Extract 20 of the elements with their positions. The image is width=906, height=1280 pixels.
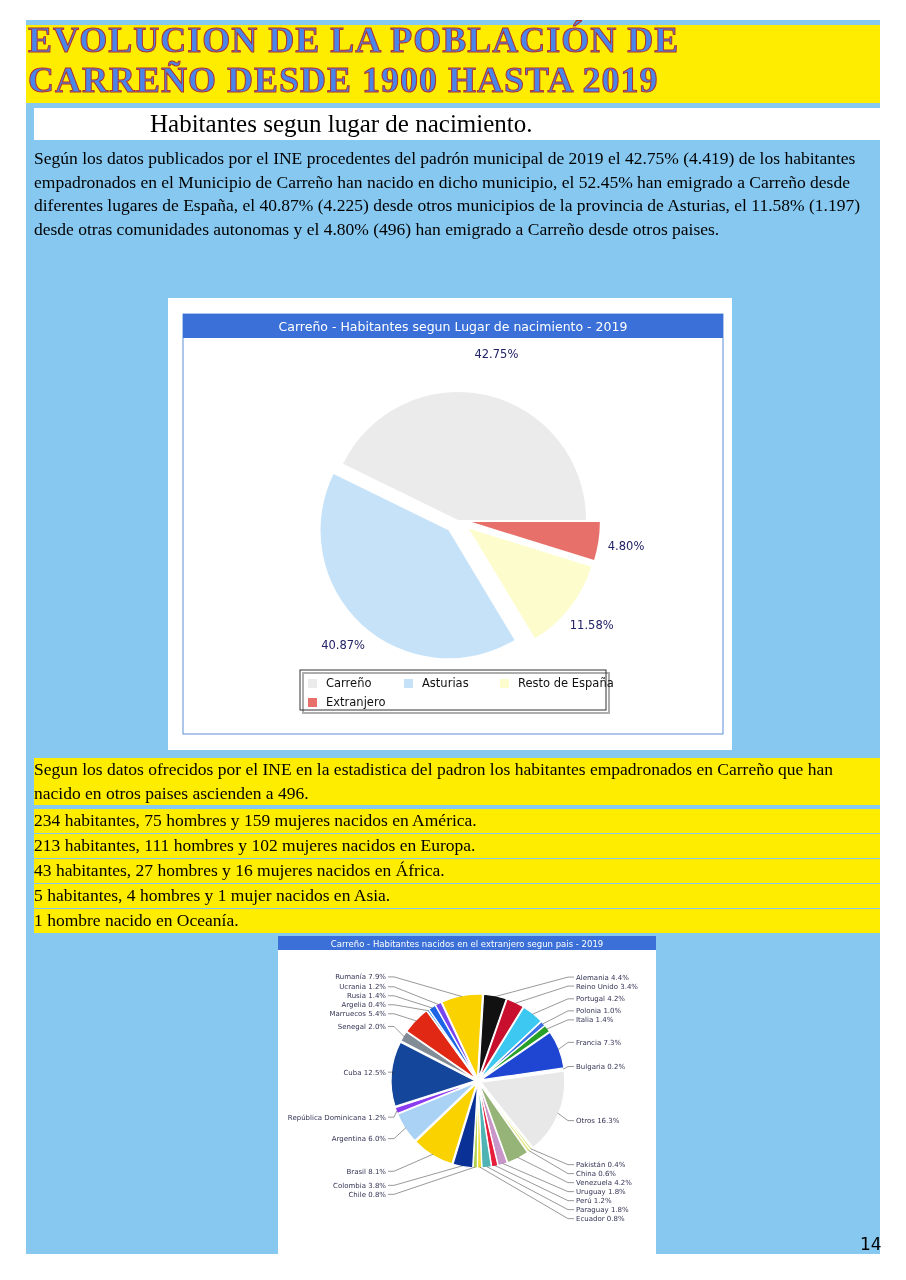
- text: Habitantes segun lugar de nacimiento.: [34, 108, 880, 140]
- text: 14: [860, 1234, 882, 1254]
- legend-label: Resto de España: [518, 676, 614, 690]
- data-label: 42.75%: [474, 347, 519, 362]
- text: 1 hombre nacido en Oceanía.: [34, 909, 880, 933]
- chart-title: Carreño - Habitantes nacidos en el extranjero segun pais - 2019: [330, 938, 604, 949]
- text: 43 habitantes, 27 hombres y 16 mujeres nacidos en África.: [34, 859, 880, 883]
- legend-label: Extranjero: [326, 695, 386, 709]
- text: 234 habitantes, 75 hombres y 159 mujeres nacidos en América.: [34, 809, 880, 833]
- data-label: 40.87%: [321, 638, 366, 653]
- legend-label: Carreño: [326, 676, 372, 690]
- text: 213 habitantes, 111 hombres y 102 mujeres nacidos en Europa.: [34, 834, 880, 858]
- data-label: 11.58%: [569, 617, 614, 632]
- legend-label: Asturias: [422, 676, 469, 690]
- text: Según los datos publicados por el INE procedentes del padrón municipal de 2019 el 42.75% (4.419) de los habitantes empadronados en el Municipio de Carreño han nacido en dicho municipio, el 52.45% han emigrado a Carreño desde diferentes lugares de España, el 40.87% (4.225) desde otros municipios de la provincia de Asturias, el 11.58% (1.197) desde otras comunidades autonomas y el 4.80% (496) han emigrado a Carreño desde otros paises.: [34, 147, 861, 241]
- data-label: 4.80%: [607, 538, 645, 553]
- text: 5 habitantes, 4 hombres y 1 mujer nacidos en Asia.: [34, 884, 880, 908]
- text: Segun los datos ofrecidos por el INE en la estadistica del padron los habitantes empadronados en Carreño que han nacido en otros paises ascienden a 496.: [34, 758, 880, 805]
- text: EVOLUCION DE LA POBLACIÓN DE CARREÑO DESDE 1900 HASTA 2019: [28, 20, 681, 100]
- chart-title: Carreño - Habitantes segun Lugar de nacimiento - 2019: [278, 319, 628, 334]
